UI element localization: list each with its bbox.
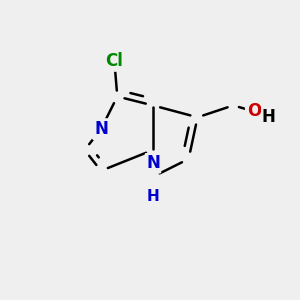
Text: N: N (146, 154, 160, 172)
Text: N: N (94, 120, 108, 138)
Text: H: H (262, 108, 276, 126)
Text: H: H (147, 189, 159, 204)
Text: Cl: Cl (105, 52, 123, 70)
Text: O: O (247, 102, 261, 120)
